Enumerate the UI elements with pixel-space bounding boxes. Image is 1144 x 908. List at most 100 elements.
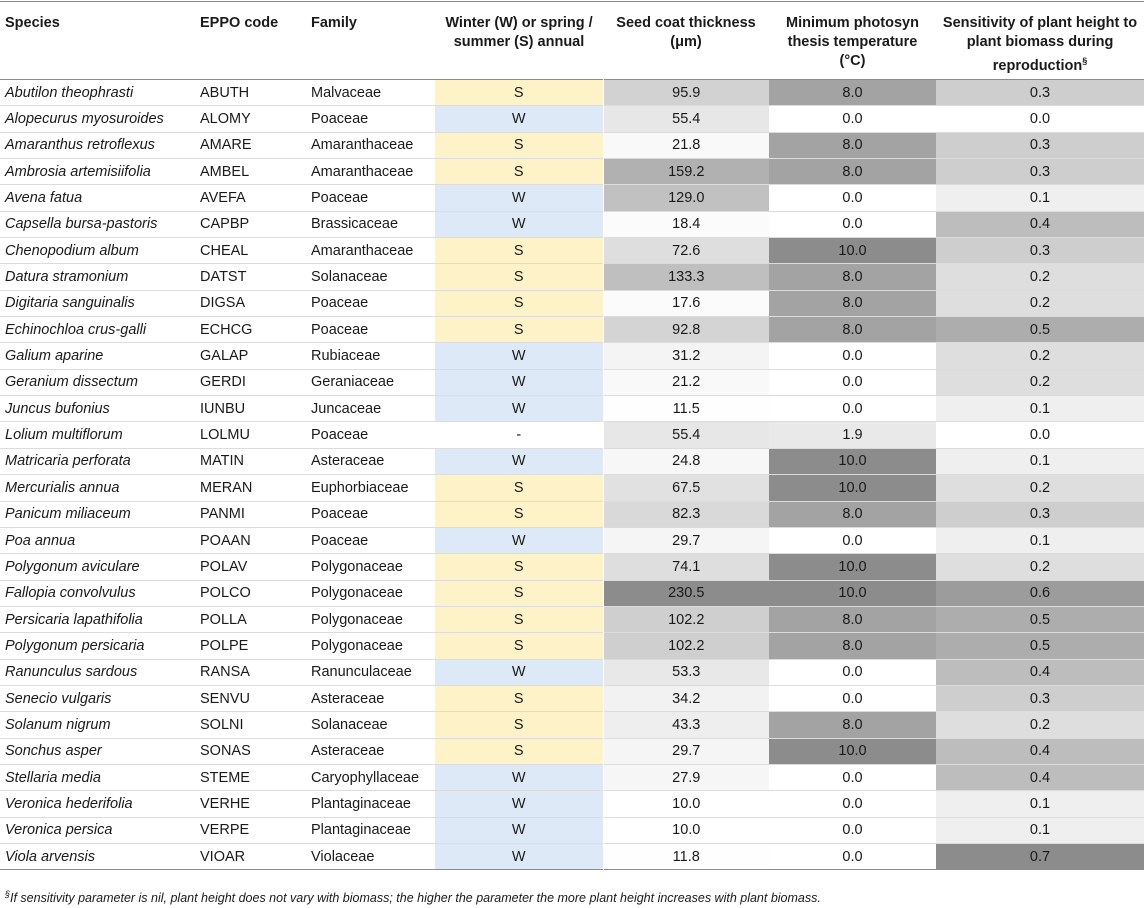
seed-coat-cell: 17.6 — [603, 290, 769, 317]
eppo-code-cell: DATST — [200, 269, 247, 286]
eppo-code-cell: CAPBP — [200, 216, 250, 233]
table-row: Geranium dissectum GERDI Geraniaceae W 21.2 0… — [0, 369, 1144, 396]
sensitivity-cell: 0.0 — [936, 105, 1144, 133]
min-temp-cell: 0.0 — [769, 369, 936, 396]
min-temp-cell: 10.0 — [769, 738, 936, 765]
seed-coat-cell: 133.3 — [603, 263, 769, 291]
family-cell: Ranunculaceae — [311, 664, 412, 681]
species-cell: Mercurialis annua — [5, 479, 120, 496]
seed-coat-cell: 102.2 — [603, 606, 769, 633]
min-temp-cell: 0.0 — [769, 790, 936, 818]
sensitivity-cell: 0.1 — [936, 448, 1144, 475]
season-cell: S — [435, 580, 604, 607]
table-row: Polygonum aviculare POLAV Polygonaceae S 74.… — [0, 553, 1144, 581]
species-cell: Persicaria lapathifolia — [5, 611, 143, 628]
eppo-code-cell: PANMI — [200, 506, 245, 523]
season-cell: S — [435, 501, 604, 528]
seed-coat-cell: 24.8 — [603, 448, 769, 475]
table-row: Matricaria perforata MATIN Asteraceae W 24.8… — [0, 448, 1144, 475]
species-cell: Stellaria media — [5, 769, 101, 786]
eppo-code-cell: GALAP — [200, 348, 249, 365]
eppo-code-cell: IUNBU — [200, 400, 246, 417]
family-cell: Poaceae — [311, 190, 369, 207]
species-cell: Amaranthus retroflexus — [5, 137, 155, 154]
table-row: Alopecurus myosuroides ALOMY Poaceae W 55.4 0… — [0, 105, 1144, 133]
weed-traits-table: Species EPPO code Family Winter (W) or s… — [0, 1, 1144, 870]
family-cell: Solanaceae — [311, 269, 388, 286]
table-row: Panicum miliaceum PANMI Poaceae S 82.3 8.0 0.3 — [0, 501, 1144, 528]
seed-coat-cell: 129.0 — [603, 184, 769, 212]
table-row: Abutilon theophrasti ABUTH Malvaceae S 95.9 8… — [0, 79, 1144, 106]
eppo-code-cell: POLLA — [200, 611, 247, 628]
eppo-code-cell: CHEAL — [200, 242, 249, 259]
family-cell: Amaranthaceae — [311, 242, 414, 259]
sensitivity-cell: 0.2 — [936, 290, 1144, 317]
seed-coat-cell: 67.5 — [603, 474, 769, 501]
species-cell: Solanum nigrum — [5, 716, 111, 733]
sensitivity-cell: 0.3 — [936, 501, 1144, 528]
family-cell: Geraniaceae — [311, 374, 395, 391]
footnote-text: If sensitivity parameter is nil, plant h… — [10, 891, 821, 906]
season-cell: S — [435, 685, 604, 712]
species-cell: Alopecurus myosuroides — [5, 111, 164, 128]
eppo-code-cell: VERPE — [200, 822, 250, 839]
min-temp-cell: 0.0 — [769, 395, 936, 422]
min-temp-cell: 10.0 — [769, 448, 936, 475]
min-temp-cell: 8.0 — [769, 632, 936, 660]
season-cell: W — [435, 527, 604, 554]
min-temp-cell: 1.9 — [769, 421, 936, 449]
season-cell: S — [435, 606, 604, 633]
family-cell: Amaranthaceae — [311, 137, 414, 154]
sensitivity-cell: 0.1 — [936, 395, 1144, 422]
season-cell: W — [435, 105, 604, 133]
season-cell: S — [435, 632, 604, 660]
species-cell: Panicum miliaceum — [5, 506, 131, 523]
table-row: Solanum nigrum SOLNI Solanaceae S 43.3 8.0 0.2 — [0, 711, 1144, 739]
sensitivity-cell: 0.3 — [936, 132, 1144, 159]
min-temp-cell: 0.0 — [769, 685, 936, 712]
seed-coat-cell: 29.7 — [603, 738, 769, 765]
table-row: Ranunculus sardous RANSA Ranunculaceae W 53.… — [0, 659, 1144, 686]
family-cell: Euphorbiaceae — [311, 479, 409, 496]
header-sensitivity-text: Sensitivity of plant height to plant bio… — [942, 15, 1138, 74]
family-cell: Poaceae — [311, 295, 369, 312]
sensitivity-cell: 0.2 — [936, 263, 1144, 291]
family-cell: Polygonaceae — [311, 637, 403, 654]
seed-coat-cell: 230.5 — [603, 580, 769, 607]
min-temp-cell: 0.0 — [769, 184, 936, 212]
family-cell: Poaceae — [311, 111, 369, 128]
species-cell: Veronica persica — [5, 822, 113, 839]
sensitivity-cell: 0.4 — [936, 764, 1144, 791]
sensitivity-cell: 0.5 — [936, 316, 1144, 343]
season-cell: S — [435, 79, 604, 106]
season-cell: S — [435, 237, 604, 264]
min-temp-cell: 0.0 — [769, 817, 936, 844]
min-temp-cell: 0.0 — [769, 105, 936, 133]
min-temp-cell: 8.0 — [769, 158, 936, 185]
sensitivity-cell: 0.2 — [936, 711, 1144, 739]
eppo-code-cell: POLPE — [200, 637, 249, 654]
sensitivity-cell: 0.2 — [936, 474, 1144, 501]
sensitivity-cell: 0.2 — [936, 553, 1144, 581]
table-row: Ambrosia artemisiifolia AMBEL Amaranthacea… — [0, 158, 1144, 185]
eppo-code-cell: MERAN — [200, 479, 253, 496]
family-cell: Polygonaceae — [311, 558, 403, 575]
header-winter-spring: Winter (W) or spring / summer (S) annual — [445, 15, 593, 50]
family-cell: Poaceae — [311, 532, 369, 549]
eppo-code-cell: POLCO — [200, 585, 251, 602]
seed-coat-cell: 92.8 — [603, 316, 769, 343]
species-cell: Avena fatua — [5, 190, 83, 207]
season-cell: W — [435, 843, 604, 870]
eppo-code-cell: LOLMU — [200, 427, 250, 444]
sensitivity-cell: 0.3 — [936, 79, 1144, 106]
season-cell: W — [435, 817, 604, 844]
sensitivity-cell: 0.6 — [936, 580, 1144, 607]
sensitivity-cell: 0.1 — [936, 527, 1144, 554]
eppo-code-cell: SONAS — [200, 743, 251, 760]
sensitivity-cell: 0.7 — [936, 843, 1144, 870]
min-temp-cell: 0.0 — [769, 764, 936, 791]
eppo-code-cell: AMARE — [200, 137, 252, 154]
eppo-code-cell: SOLNI — [200, 716, 244, 733]
species-cell: Viola arvensis — [5, 848, 96, 865]
season-cell: W — [435, 369, 604, 396]
